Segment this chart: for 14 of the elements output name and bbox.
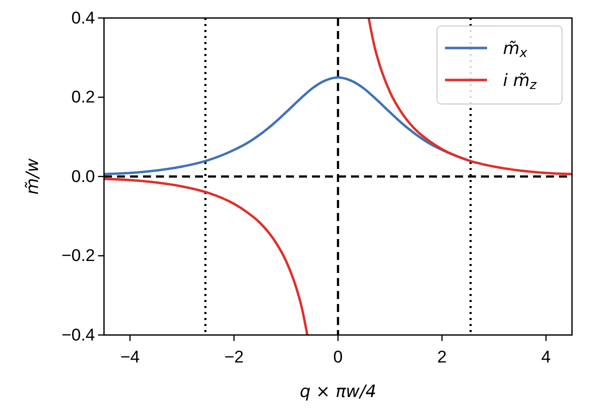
y-tick-label: 0.2 bbox=[71, 88, 95, 107]
x-tick-label: 4 bbox=[541, 348, 551, 367]
y-tick-label: 0.4 bbox=[71, 8, 95, 28]
legend-label: m̃$_{x}$ bbox=[503, 39, 528, 62]
y-tick-label: 0.0 bbox=[71, 166, 95, 186]
x-tick-label: 2 bbox=[437, 348, 447, 367]
x-axis-title: q × πw/4 bbox=[300, 382, 376, 402]
x-tick-label: 0 bbox=[333, 348, 343, 367]
y-axis-title: m̃/w bbox=[23, 158, 43, 195]
x-tick-label: −4 bbox=[120, 348, 140, 367]
y-tick-label: −0.4 bbox=[61, 325, 95, 344]
x-tick-label: −2 bbox=[224, 348, 244, 367]
legend-label: i m̃$_{z}$ bbox=[503, 71, 537, 94]
y-tick-label: −0.2 bbox=[61, 246, 95, 266]
